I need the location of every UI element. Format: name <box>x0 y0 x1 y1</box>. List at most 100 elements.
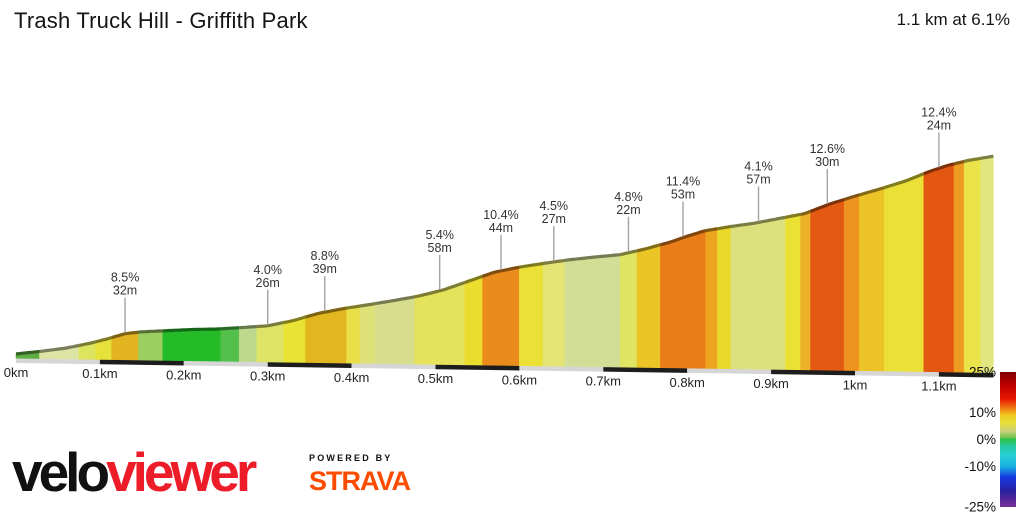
profile-segment <box>238 326 258 363</box>
profile-segment <box>884 173 925 373</box>
profile-ridge-segment <box>359 302 376 308</box>
profile-segment <box>717 226 732 370</box>
gradient-legend: 25% 10% 0% -10% -25% <box>964 365 1016 512</box>
profile-ridge-segment <box>619 249 638 257</box>
gradient-label-length: 53m <box>671 188 695 202</box>
profile-ridge-segment <box>785 212 801 219</box>
profile-segment <box>346 305 361 364</box>
profile-ridge-segment <box>464 274 484 285</box>
profile-segment <box>636 244 661 369</box>
axis-ruler-band <box>183 360 268 367</box>
profile-ridge-segment <box>843 193 860 202</box>
axis-tick-label: 0.8km <box>669 375 704 390</box>
profile-ridge-segment <box>809 197 845 213</box>
profile-ridge-segment <box>858 186 885 197</box>
profile-ridge-segment <box>162 327 221 333</box>
profile-segment <box>858 187 885 372</box>
profile-segment <box>564 254 621 368</box>
legend-tick-label: -25% <box>964 500 996 512</box>
gradient-label-percent: 4.1% <box>744 159 773 173</box>
axis-ruler-band <box>519 365 604 372</box>
gradient-label-length: 27m <box>542 212 566 226</box>
profile-segment <box>980 155 994 374</box>
profile-ridge-segment <box>15 349 40 356</box>
profile-ridge-segment <box>542 258 565 266</box>
profile-segment <box>374 296 415 365</box>
profile-ridge-segment <box>78 340 97 348</box>
axis-ruler-band <box>16 358 100 365</box>
profile-ridge-segment <box>95 336 113 344</box>
profile-segment <box>705 228 718 370</box>
profile-segment <box>256 322 284 363</box>
profile-ridge-segment <box>283 315 306 325</box>
axis-tick-label: 1.1km <box>921 379 956 394</box>
page-title: Trash Truck Hill - Griffith Park <box>14 8 308 33</box>
veloviewer-logo-velo: velo <box>12 441 110 503</box>
gradient-label-length: 32m <box>113 284 137 298</box>
profile-ridge-segment <box>883 172 925 190</box>
profile-ridge-segment <box>374 295 415 306</box>
gradient-label-percent: 12.6% <box>810 142 845 156</box>
strava-logo[interactable]: POWERED BY STRAVA <box>309 453 411 496</box>
profile-ridge-segment <box>111 330 139 340</box>
profile-ridge-segment <box>953 159 965 166</box>
axis-tick-label: 0.7km <box>586 374 621 389</box>
profile-ridge-segment <box>717 224 732 231</box>
profile-segment <box>220 327 240 363</box>
gradient-label-length: 24m <box>927 118 951 132</box>
profile-segment <box>542 260 565 367</box>
axis-tick-label: 0.6km <box>502 372 537 387</box>
legend-bar <box>1000 372 1016 507</box>
gradient-label-length: 30m <box>815 155 839 169</box>
profile-ridge-segment <box>239 324 257 330</box>
profile-segment <box>810 199 845 371</box>
profile-ridge-segment <box>305 306 347 319</box>
axis-tick-label: 0.9km <box>753 376 788 391</box>
profile-segment <box>359 303 376 365</box>
profile-ridge-segment <box>138 329 163 334</box>
profile-ridge-segment <box>346 304 361 310</box>
axis-ruler-band <box>855 370 939 377</box>
profile-ridge-segment <box>705 227 718 233</box>
axis-tick-label: 0.3km <box>250 369 285 384</box>
axis-ruler-band <box>99 359 184 366</box>
veloviewer-logo[interactable]: veloviewer <box>12 441 257 503</box>
distance-axis: 0km 0.1km 0.2km 0.3km 0.4km 0.5km 0.6km 0.7km 0.… <box>4 358 994 394</box>
axis-tick-label: 0.4km <box>334 370 369 385</box>
profile-segment <box>730 216 786 371</box>
profile-segment <box>464 275 483 366</box>
gradient-label-length: 44m <box>489 221 513 235</box>
gradient-label-percent: 4.0% <box>253 263 282 277</box>
profile-segment <box>162 328 221 362</box>
profile-ridge-segment <box>519 261 544 269</box>
axis-ruler-band <box>267 362 352 368</box>
gradient-label-percent: 12.4% <box>921 105 956 119</box>
axis-tick-label: 0.2km <box>166 367 201 382</box>
profile-segment <box>519 263 544 367</box>
profile-segment <box>619 250 638 368</box>
profile-segment <box>923 163 955 373</box>
profile-segment <box>800 211 811 371</box>
profile-ridge-segment <box>481 265 520 278</box>
axis-ruler-band <box>435 364 520 371</box>
profile-ridge-segment <box>730 215 786 229</box>
gradient-label-length: 39m <box>313 262 337 276</box>
legend-tick-label: 10% <box>969 405 996 420</box>
gradient-label-percent: 4.8% <box>614 190 643 204</box>
profile-ridge-segment <box>963 156 982 163</box>
profile-ridge-segment <box>980 154 994 160</box>
strava-wordmark: STRAVA <box>309 466 411 496</box>
axis-ruler-band <box>687 368 772 375</box>
legend-tick-label: 0% <box>976 432 996 447</box>
legend-tick-label: 25% <box>969 365 996 380</box>
profile-ridge <box>15 154 994 356</box>
veloviewer-logo-viewer: viewer <box>106 441 257 503</box>
axis-ruler-band <box>938 372 994 378</box>
profile-segment <box>953 161 965 373</box>
profile-segment <box>785 214 801 371</box>
profile-segments <box>15 155 994 374</box>
axis-ruler-band <box>771 369 855 376</box>
profile-ridge-segment <box>220 326 240 331</box>
